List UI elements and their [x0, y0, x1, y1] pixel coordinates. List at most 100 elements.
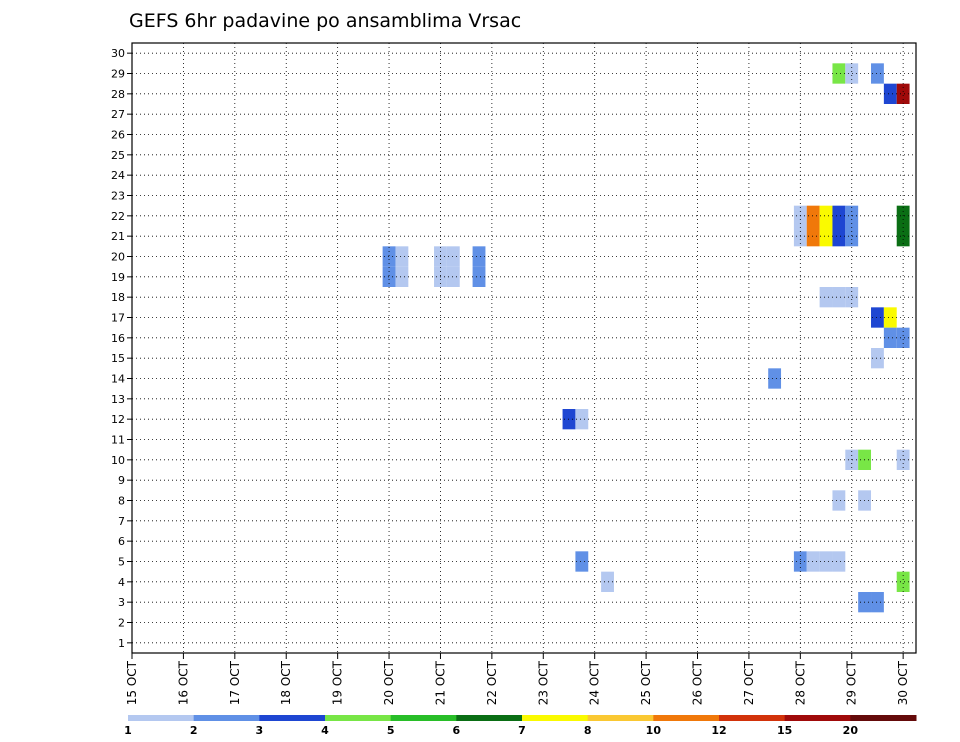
cell-25 [446, 266, 460, 287]
x-tick-label-2: 17 OCT [228, 660, 242, 705]
x-tick-label-14: 29 OCT [845, 660, 859, 705]
cell-2 [871, 63, 884, 84]
x-tick-label-8: 23 OCT [536, 660, 550, 705]
y-tick-label-11: 11 [111, 434, 125, 447]
cell-37 [575, 409, 589, 430]
cell-1 [845, 63, 859, 84]
legend-label-8: 10 [646, 724, 662, 737]
legend-swatch-8 [653, 715, 720, 721]
legend-label-5: 6 [453, 724, 461, 737]
y-tick-label-12: 12 [111, 413, 125, 426]
x-tick-label-6: 21 OCT [433, 660, 447, 705]
x-tick-label-9: 24 OCT [588, 660, 602, 705]
cell-30 [871, 307, 884, 328]
y-tick-label-24: 24 [111, 169, 125, 182]
legend-label-0: 1 [124, 724, 132, 737]
x-tick-label-4: 19 OCT [331, 660, 345, 705]
y-tick-label-3: 3 [118, 596, 125, 609]
y-tick-label-28: 28 [111, 88, 125, 101]
legend-swatch-9 [719, 715, 786, 721]
legend-swatch-0 [128, 715, 195, 721]
cell-51 [871, 592, 884, 613]
cell-8 [832, 205, 846, 226]
legend-label-7: 8 [584, 724, 592, 737]
legend-label-3: 4 [321, 724, 329, 737]
cell-12 [806, 226, 820, 247]
cell-46 [819, 551, 833, 572]
x-tick-label-10: 25 OCT [639, 660, 653, 705]
y-tick-label-2: 2 [118, 617, 125, 630]
legend-swatch-10 [784, 715, 851, 721]
cell-33 [896, 327, 910, 348]
chart-title: GEFS 6hr padavine po ansamblima Vrsac [129, 10, 521, 32]
cell-23 [395, 266, 409, 287]
cell-15 [845, 226, 859, 247]
x-tick-label-7: 22 OCT [485, 660, 499, 705]
y-tick-label-16: 16 [111, 332, 125, 345]
legend-swatch-6 [522, 715, 589, 721]
legend-swatch-4 [390, 715, 457, 721]
legend-swatch-3 [325, 715, 392, 721]
y-tick-label-7: 7 [118, 515, 125, 528]
legend-swatch-1 [193, 715, 260, 721]
y-tick-label-17: 17 [111, 312, 125, 325]
legend-label-2: 3 [256, 724, 264, 737]
cell-28 [832, 287, 846, 308]
cell-4 [896, 83, 910, 104]
legend-swatch-2 [259, 715, 326, 721]
grid-layer [132, 43, 916, 653]
cell-16 [896, 226, 910, 247]
cell-3 [883, 83, 897, 104]
y-tick-label-23: 23 [111, 190, 125, 203]
cell-26 [472, 266, 486, 287]
y-tick-label-9: 9 [118, 474, 125, 487]
y-tick-label-13: 13 [111, 393, 125, 406]
x-tick-label-12: 27 OCT [742, 660, 756, 705]
cell-18 [395, 246, 409, 267]
legend-swatch-11 [850, 715, 917, 721]
cell-35 [768, 368, 782, 389]
legend-label-9: 12 [711, 724, 726, 737]
cell-31 [883, 307, 897, 328]
cell-43 [575, 551, 589, 572]
plot-frame [131, 42, 917, 654]
y-tick-label-8: 8 [118, 495, 125, 508]
y-tick-label-19: 19 [111, 271, 125, 284]
legend-label-6: 7 [518, 724, 526, 737]
color-legend: 1 2 3 4 5 6 7 8 10 12 15 20 [124, 715, 917, 737]
y-tick-label-14: 14 [111, 373, 125, 386]
cell-29 [845, 287, 859, 308]
x-tick-label-0: 15 OCT [125, 660, 139, 705]
y-tick-label-18: 18 [111, 291, 125, 304]
y-tick-label-26: 26 [111, 129, 125, 142]
legend-swatch-7 [587, 715, 654, 721]
cell-17 [382, 246, 396, 267]
y-tick-label-1: 1 [118, 637, 125, 650]
cell-45 [806, 551, 820, 572]
x-tick-label-15: 30 OCT [896, 660, 910, 705]
cell-13 [819, 226, 833, 247]
cell-7 [819, 205, 833, 226]
legend-swatch-5 [456, 715, 523, 721]
legend-label-11: 20 [843, 724, 859, 737]
x-tick-label-3: 18 OCT [279, 660, 293, 705]
legend-label-4: 5 [387, 724, 395, 737]
cell-41 [832, 490, 846, 511]
cell-32 [883, 327, 897, 348]
cell-0 [832, 63, 846, 84]
y-axis: 1234567891011121314151617181920212223242… [111, 47, 132, 650]
cell-20 [446, 246, 460, 267]
x-tick-label-5: 20 OCT [382, 660, 396, 705]
y-tick-label-25: 25 [111, 149, 125, 162]
y-tick-label-20: 20 [111, 251, 125, 264]
y-tick-label-21: 21 [111, 230, 125, 243]
cell-34 [871, 348, 884, 369]
x-axis: 15 OCT 16 OCT 17 OCT 18 OCT 19 OCT 20 OCT 21 O… [125, 653, 910, 705]
cell-27 [819, 287, 833, 308]
legend-label-10: 15 [777, 724, 792, 737]
cell-47 [832, 551, 846, 572]
y-tick-label-4: 4 [118, 576, 125, 589]
cell-21 [472, 246, 486, 267]
cells-layer [382, 63, 910, 613]
y-tick-label-29: 29 [111, 68, 125, 81]
